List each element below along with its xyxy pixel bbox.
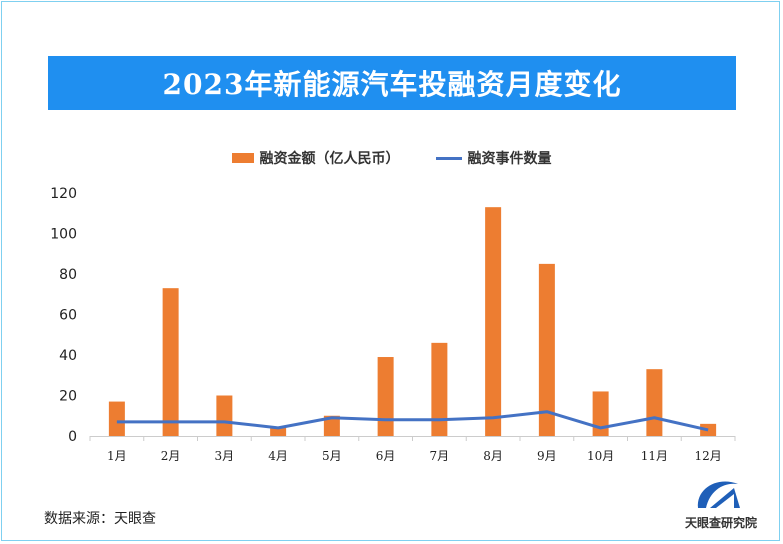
x-tick-label: 1月 bbox=[107, 449, 127, 463]
bar bbox=[538, 263, 555, 436]
x-tick-label: 6月 bbox=[376, 449, 396, 463]
x-tick-label: 5月 bbox=[322, 449, 342, 463]
y-tick-label: 120 bbox=[50, 186, 77, 202]
legend-label: 融资金额（亿人民币） bbox=[259, 151, 400, 167]
x-tick-label: 12月 bbox=[694, 449, 721, 463]
y-tick-label: 60 bbox=[59, 308, 77, 324]
bar bbox=[270, 427, 287, 436]
source-note: 数据来源：天眼查 bbox=[44, 511, 156, 527]
y-tick-label: 40 bbox=[59, 348, 77, 364]
legend-item-amount: 融资金额（亿人民币） bbox=[231, 148, 400, 168]
legend-item-count: 融资事件数量 bbox=[435, 148, 552, 168]
bar bbox=[646, 369, 663, 436]
logo-text: 天眼查研究院 bbox=[684, 516, 757, 530]
x-tick-label: 3月 bbox=[215, 449, 235, 463]
x-tick-label: 10月 bbox=[587, 449, 614, 463]
bar bbox=[108, 401, 125, 436]
series-line bbox=[116, 410, 709, 432]
legend-bar-swatch bbox=[231, 153, 254, 163]
logo: 天眼查研究院 bbox=[676, 474, 766, 532]
bar bbox=[485, 207, 502, 436]
bar bbox=[377, 357, 394, 436]
legend-label: 融资事件数量 bbox=[467, 151, 552, 167]
x-tick-label: 7月 bbox=[430, 449, 450, 463]
legend-line-swatch bbox=[435, 156, 462, 160]
x-tick-label: 8月 bbox=[483, 449, 503, 463]
y-tick-label: 100 bbox=[50, 227, 77, 243]
x-tick-label: 4月 bbox=[268, 449, 288, 463]
bar bbox=[323, 415, 340, 436]
x-tick-label: 2月 bbox=[161, 449, 181, 463]
y-tick-label: 20 bbox=[59, 389, 77, 405]
chart-title: 2023年新能源汽车投融资月度变化 bbox=[48, 56, 736, 110]
y-tick-label: 80 bbox=[59, 267, 77, 283]
legend: 融资金额（亿人民币） 融资事件数量 bbox=[0, 148, 783, 168]
x-tick-label: 9月 bbox=[537, 449, 557, 463]
x-tick-label: 11月 bbox=[641, 449, 668, 463]
bar bbox=[162, 288, 179, 436]
logo-icon bbox=[697, 481, 740, 508]
bar bbox=[431, 342, 448, 436]
y-tick-label: 0 bbox=[68, 429, 77, 445]
bar bbox=[216, 395, 233, 436]
bar bbox=[592, 391, 609, 436]
